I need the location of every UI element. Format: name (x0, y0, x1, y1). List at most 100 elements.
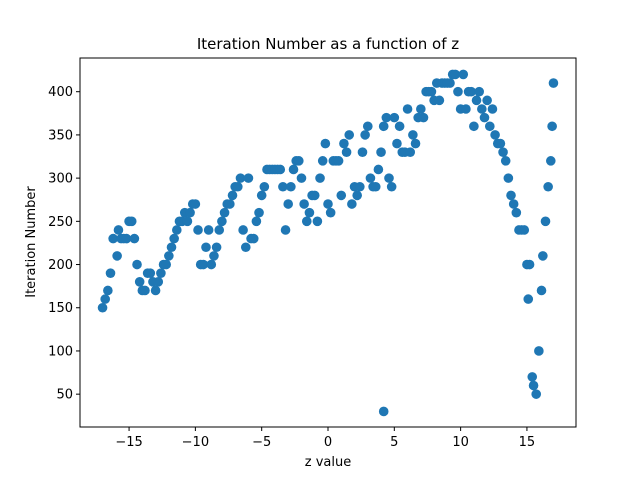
data-point (153, 277, 164, 287)
data-point (206, 259, 217, 270)
data-point (392, 138, 402, 149)
y-tick-label: 250 (48, 215, 73, 230)
data-point (408, 130, 418, 140)
data-point (453, 86, 463, 97)
data-point (381, 112, 392, 123)
data-point (482, 95, 492, 106)
data-point (219, 207, 230, 218)
data-point (506, 190, 516, 201)
data-point (103, 285, 113, 296)
data-point (469, 121, 479, 132)
data-point (161, 259, 171, 270)
data-point (190, 199, 201, 209)
data-points (97, 69, 559, 417)
data-point (500, 156, 511, 166)
data-point (357, 147, 368, 157)
data-point (370, 181, 381, 192)
data-point (238, 225, 248, 235)
data-point (214, 225, 225, 235)
chart-title: Iteration Number as a function of z (197, 35, 459, 53)
data-point (145, 268, 156, 278)
data-point (134, 277, 145, 287)
data-point (547, 121, 557, 132)
data-point (426, 86, 437, 97)
data-point (164, 251, 174, 261)
data-point (487, 104, 498, 114)
data-point (150, 285, 161, 296)
data-point (304, 207, 315, 218)
x-axis-label: z value (305, 455, 351, 470)
data-point (129, 233, 140, 244)
data-point (538, 251, 548, 261)
data-point (112, 251, 122, 261)
data-point (386, 181, 397, 192)
data-point (373, 164, 384, 175)
data-point (495, 138, 506, 149)
data-point (434, 95, 445, 106)
data-point (126, 216, 137, 227)
data-point (389, 112, 400, 123)
y-tick-label: 350 (48, 128, 73, 143)
data-point (301, 216, 312, 227)
data-point (288, 164, 299, 175)
data-point (524, 259, 535, 270)
data-point (182, 216, 193, 227)
data-point (458, 69, 469, 80)
data-point (309, 190, 320, 201)
data-point (108, 233, 118, 244)
data-point (256, 190, 267, 201)
y-tick-label: 100 (48, 344, 73, 359)
data-point (508, 199, 519, 209)
data-point (209, 251, 219, 261)
data-point (233, 181, 243, 192)
y-tick-label: 300 (48, 172, 73, 187)
data-point (394, 121, 405, 132)
data-point (418, 112, 429, 123)
data-point (278, 181, 288, 192)
data-point (402, 104, 413, 114)
data-point (531, 389, 542, 399)
data-point (225, 199, 235, 209)
data-point (203, 225, 214, 235)
data-point (503, 173, 514, 183)
data-point (280, 225, 291, 235)
data-point (534, 346, 544, 356)
data-point (140, 285, 150, 296)
data-point (477, 104, 487, 114)
data-point (251, 216, 262, 227)
data-point (317, 156, 328, 166)
data-point (333, 156, 344, 166)
data-point (519, 225, 530, 235)
data-point (416, 104, 426, 114)
data-point (528, 380, 539, 391)
data-point (536, 285, 547, 296)
data-point (172, 225, 182, 235)
data-point (294, 156, 304, 166)
data-point (485, 121, 495, 132)
data-point (259, 181, 270, 192)
data-point (235, 173, 246, 183)
data-point (548, 78, 559, 88)
data-point (378, 406, 389, 417)
data-point (410, 138, 421, 149)
y-tick-label: 150 (48, 301, 73, 316)
data-point (121, 233, 132, 244)
data-point (378, 121, 389, 132)
data-point (243, 173, 254, 183)
x-tick-label: 15 (519, 435, 536, 450)
data-point (283, 199, 294, 209)
data-point (275, 164, 286, 175)
data-point (320, 138, 331, 149)
data-point (336, 190, 347, 201)
y-tick-label: 200 (48, 258, 73, 273)
data-point (217, 216, 227, 227)
plot-frame (79, 57, 577, 428)
data-point (113, 225, 124, 235)
x-tick-label: −10 (182, 435, 209, 450)
data-point (105, 268, 116, 278)
data-point (352, 190, 362, 201)
data-point (445, 78, 455, 88)
data-point (156, 268, 166, 278)
data-point (323, 199, 333, 209)
